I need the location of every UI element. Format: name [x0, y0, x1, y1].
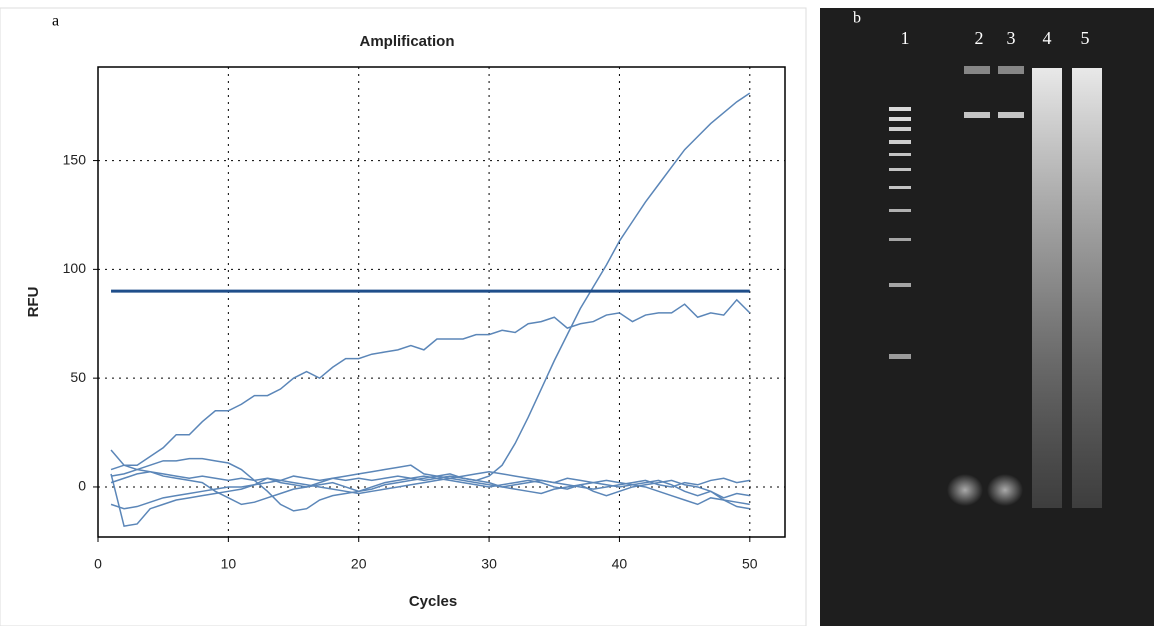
y-axis-label: RFU: [25, 287, 42, 318]
x-tick-label: 20: [351, 556, 367, 572]
lane-label: 4: [1043, 28, 1052, 48]
gel-bands: [889, 66, 1102, 508]
plot-area: [97, 66, 786, 538]
x-tick-label: 10: [221, 556, 237, 572]
y-tick-label: 150: [63, 151, 87, 167]
lane-label: 1: [901, 28, 910, 48]
panel-label: a: [52, 13, 59, 30]
data-line: [110, 470, 750, 506]
y-tick-label: 50: [70, 369, 86, 385]
plot: 0 50 100 150 0 10 20 30 40 50: [63, 66, 786, 572]
lane-label: 3: [1007, 28, 1016, 48]
lane-label: 2: [975, 28, 984, 48]
panel-label: b: [853, 10, 861, 27]
lane-label: 5: [1081, 28, 1090, 48]
data-line: [110, 92, 751, 482]
x-tick-label: 50: [742, 556, 758, 572]
lane-labels: 1 2 3 4 5: [901, 28, 1090, 48]
chart-title: Amplification: [359, 33, 454, 50]
x-tick-label: 40: [612, 556, 628, 572]
x-axis-label: Cycles: [409, 593, 457, 610]
y-tick-label: 0: [78, 478, 86, 494]
gel-panel: [820, 8, 1154, 626]
data-line: [110, 298, 751, 471]
x-tick-label: 0: [94, 556, 102, 572]
y-tick-label: 100: [63, 260, 87, 276]
x-tick-label: 30: [481, 556, 497, 572]
data-line: [110, 470, 750, 510]
